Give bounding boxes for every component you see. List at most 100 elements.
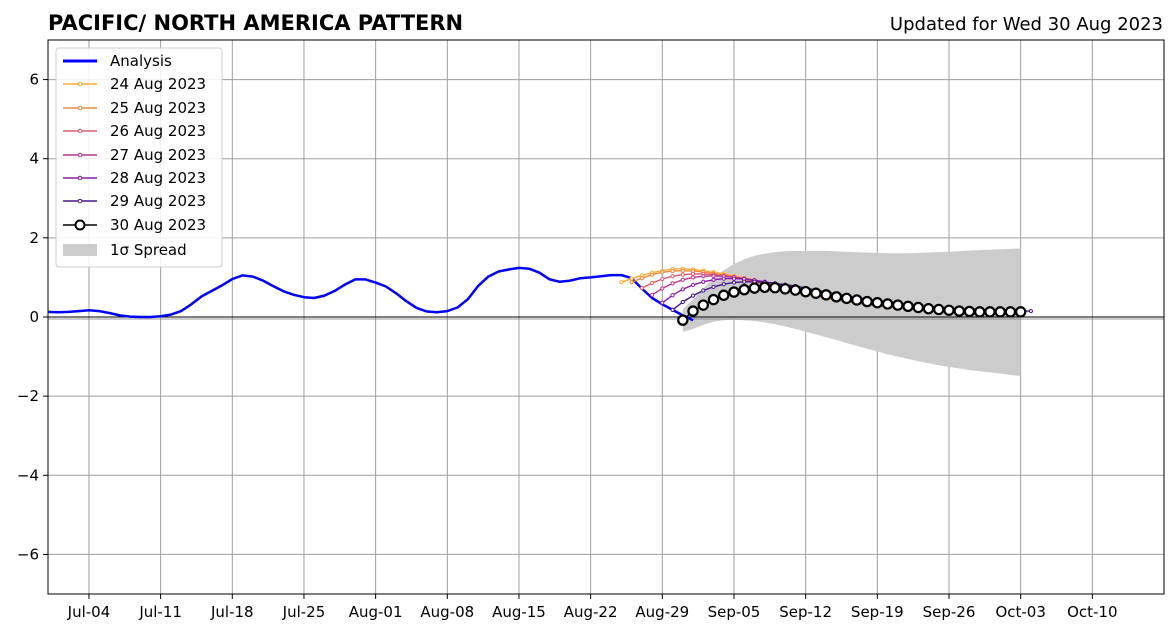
forecast-point [840, 292, 853, 305]
forecast-point [912, 301, 924, 314]
x-tick-label: Jul-18 [210, 603, 254, 621]
spread-band [682, 248, 1021, 376]
forecast-point [670, 307, 675, 312]
y-tick-label: −2 [17, 387, 39, 405]
forecast-point [690, 282, 696, 288]
chart-title: PACIFIC/ NORTH AMERICA PATTERN [48, 11, 463, 35]
forecast-point [892, 299, 904, 311]
forecast-point [711, 277, 716, 282]
forecast-point [629, 276, 634, 281]
legend-label: 26 Aug 2023 [110, 122, 206, 140]
forecast-point [953, 305, 965, 317]
forecast-point [680, 287, 685, 292]
legend-marker [74, 219, 86, 231]
y-tick-label: 4 [29, 150, 39, 168]
x-tick-label: Sep-12 [779, 603, 832, 621]
forecast-point [789, 284, 802, 296]
x-tick-label: Jul-25 [282, 603, 326, 621]
forecast-point [748, 282, 761, 294]
legend-label: 29 Aug 2023 [110, 192, 206, 210]
forecast-point [994, 306, 1006, 318]
y-tick-label: 2 [29, 229, 39, 247]
forecast-point [701, 274, 706, 279]
legend-entry: 24 Aug 2023 [63, 75, 206, 93]
x-tick-label: Aug-29 [635, 603, 689, 621]
y-tick-label: 0 [29, 308, 39, 326]
forecast-point [1004, 306, 1017, 318]
legend-marker [77, 128, 83, 134]
forecast-point [881, 298, 894, 310]
forecast-point [660, 286, 665, 291]
legend-entry: 25 Aug 2023 [63, 99, 206, 117]
forecast-point [687, 305, 699, 317]
forecast-point [660, 300, 665, 305]
forecast-point [711, 284, 716, 290]
series-0 [47, 266, 694, 322]
forecast-point [711, 273, 716, 278]
forecast-point [680, 299, 685, 305]
forecast-point [861, 295, 873, 308]
forecast-point [670, 281, 675, 286]
y-tick-label: −4 [17, 466, 39, 484]
forecast-point [820, 289, 832, 301]
forecast-point [799, 285, 812, 298]
forecast-point [943, 304, 955, 316]
forecast-point [731, 280, 737, 285]
forecast-point [670, 268, 675, 274]
legend-entry: 26 Aug 2023 [63, 122, 206, 140]
legend-entry: 29 Aug 2023 [63, 192, 206, 210]
legend-patch [63, 244, 97, 256]
forecast-point [649, 280, 655, 286]
forecast-point [670, 293, 675, 298]
legend-marker [77, 198, 83, 204]
legend-label: 1σ Spread [110, 241, 187, 259]
forecast-point [639, 276, 644, 281]
forecast-point [902, 300, 914, 313]
legend-marker [77, 175, 83, 181]
forecast-point [721, 282, 726, 287]
legend-box [55, 47, 223, 268]
x-tick-label: Aug-08 [420, 603, 474, 621]
legend-marker [77, 152, 83, 158]
forecast-point [701, 288, 706, 293]
forecast-point [660, 270, 665, 275]
legend-entry: 27 Aug 2023 [63, 146, 206, 164]
forecast-point [701, 279, 706, 284]
legend: Analysis 24 Aug 2023 25 Aug 2023 26 Aug 202… [55, 47, 223, 268]
forecast-point [758, 281, 771, 294]
forecast-point [742, 279, 747, 284]
y-tick-label: −6 [17, 545, 39, 563]
legend-entry: Analysis [63, 52, 172, 70]
forecast-point [619, 280, 624, 285]
forecast-point [728, 286, 740, 298]
forecast-point [738, 283, 750, 296]
legend-entry: 30 Aug 2023 [63, 216, 206, 234]
forecast-point [779, 283, 791, 295]
forecast-point [731, 276, 737, 281]
legend-entry: 28 Aug 2023 [63, 169, 206, 187]
analysis-line [47, 266, 694, 322]
forecast-point [639, 286, 644, 291]
legend-label: 27 Aug 2023 [110, 146, 206, 164]
series-7 [677, 281, 1027, 326]
legend-label: 24 Aug 2023 [110, 75, 206, 93]
forecast-point [660, 276, 665, 282]
forecast-point [677, 314, 689, 326]
forecast-point [963, 305, 976, 318]
x-tick-label: Sep-19 [851, 603, 904, 621]
forecast-point [697, 299, 709, 311]
forecast-point [629, 280, 634, 285]
forecast-point [810, 287, 822, 299]
forecast-point [851, 294, 863, 306]
legend-label: 25 Aug 2023 [110, 99, 206, 117]
x-tick-label: Aug-01 [349, 603, 403, 621]
forecast-point [769, 282, 781, 294]
forecast-point [680, 268, 685, 273]
forecast-point [871, 297, 884, 309]
x-tick-label: Jul-04 [67, 603, 111, 621]
x-tick-label: Oct-03 [995, 603, 1045, 621]
forecast-point [830, 291, 843, 303]
forecast-point [690, 275, 696, 280]
forecast-point [707, 293, 720, 306]
